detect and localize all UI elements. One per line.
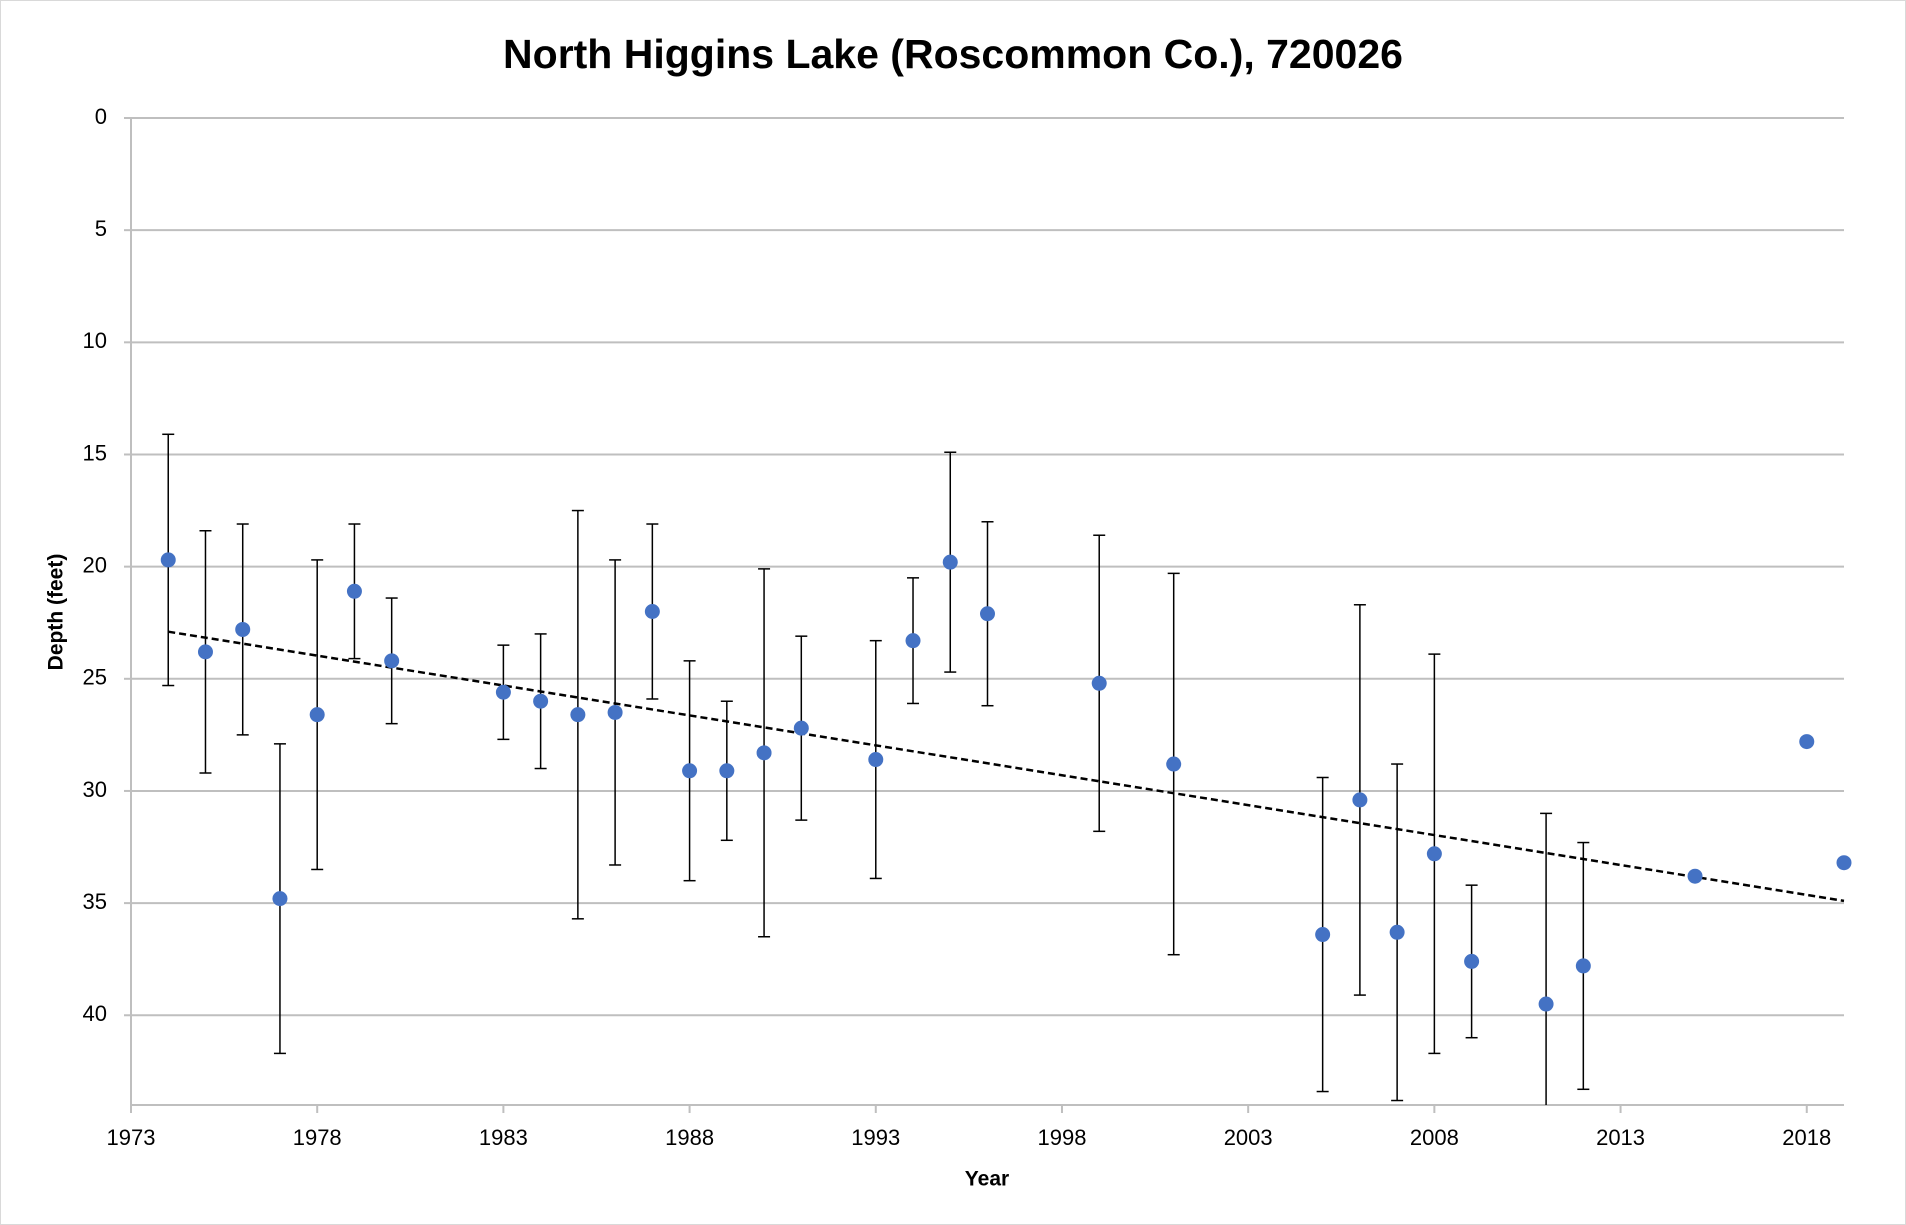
x-tick-label: 2008 [1410,1125,1459,1150]
point [1687,868,1703,884]
x-tick-label: 1998 [1038,1125,1087,1150]
y-tick-label: 25 [83,665,107,690]
point [1836,855,1852,871]
point [719,763,735,779]
point [1799,734,1815,750]
y-axis-title: Depth (feet) [45,554,68,671]
point [1575,958,1591,974]
x-tick-label: 1978 [293,1125,342,1150]
point [197,644,213,660]
chart-title: North Higgins Lake (Roscommon Co.), 7200… [503,31,1403,77]
x-tick-label: 2013 [1596,1125,1645,1150]
point [160,552,176,568]
x-tick-label: 1983 [479,1125,528,1150]
point [607,704,623,720]
point [756,745,772,761]
point [980,606,995,622]
y-tick-label: 5 [95,216,107,241]
point [495,684,511,700]
y-tick-label: 40 [83,1001,107,1026]
point [1166,756,1182,772]
point [1091,675,1107,691]
x-tick-label: 1973 [107,1125,156,1150]
point [384,653,400,669]
point [644,604,660,619]
point [309,707,325,723]
trendline [168,630,1845,903]
x-tick-label: 1988 [665,1125,714,1150]
y-tick-label: 20 [83,552,107,577]
x-tick-label: 2018 [1782,1125,1831,1150]
x-tick-label: 1993 [851,1125,900,1150]
y-tick-label: 15 [83,440,107,465]
point [905,633,921,649]
plot-area [160,433,1852,1105]
point [1389,924,1405,940]
point [942,554,958,570]
point [346,583,362,599]
y-tick-label: 35 [83,889,107,914]
point [1464,953,1480,969]
y-tick-label: 30 [83,777,107,802]
point [682,763,698,779]
point [868,752,884,768]
point [1426,846,1442,862]
point [570,707,586,723]
point [1538,996,1554,1012]
y-tick-label: 10 [83,328,107,353]
point [1315,927,1331,943]
point [272,891,288,907]
point [235,621,251,637]
x-axis-title: Year [965,1168,1009,1191]
point [793,720,809,736]
x-tick-label: 2003 [1224,1125,1273,1150]
point [533,693,549,709]
point [1352,792,1368,808]
y-tick-label: 0 [95,104,107,129]
